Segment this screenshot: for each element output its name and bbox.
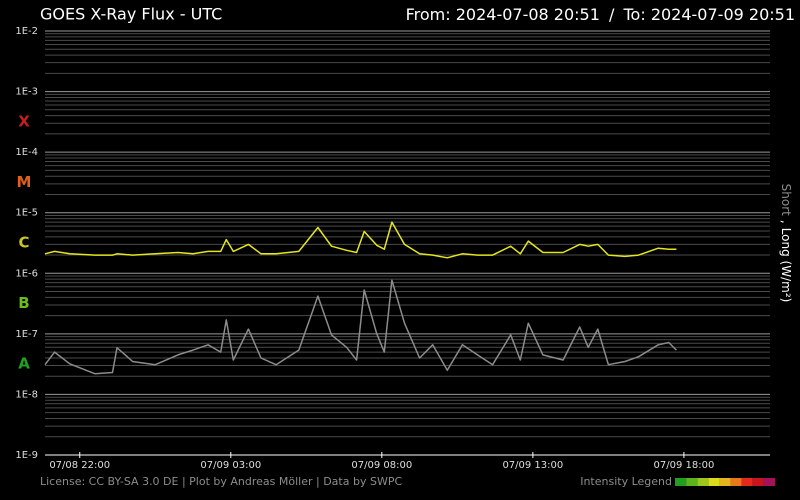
y-tick-label: 1E-3 <box>15 87 38 98</box>
intensity-swatch <box>763 478 775 486</box>
y-tick-label: 1E-7 <box>15 329 38 340</box>
x-tick-label: 07/09 13:00 <box>502 460 563 471</box>
intensity-legend-label: Intensity Legend <box>580 475 672 488</box>
to-label: To: <box>622 5 645 24</box>
intensity-swatch <box>675 478 687 486</box>
flare-class-label: C <box>18 234 29 252</box>
flare-class-label: X <box>18 112 30 130</box>
legend-separator: , <box>780 220 794 224</box>
range-separator: / <box>609 5 615 24</box>
flare-class-label: A <box>18 355 30 373</box>
y-tick-label: 1E-8 <box>15 389 38 400</box>
intensity-swatch <box>686 478 698 486</box>
y-tick-label: 1E-5 <box>15 208 38 219</box>
intensity-swatch <box>708 478 720 486</box>
chart-title: GOES X-Ray Flux - UTC <box>40 5 222 24</box>
time-range: From: 2024-07-08 20:51 / To: 2024-07-09 … <box>406 5 795 24</box>
flare-class-label: M <box>17 173 32 191</box>
x-tick-label: 07/09 18:00 <box>653 460 714 471</box>
from-time: 2024-07-08 20:51 <box>456 5 600 24</box>
x-tick-label: 07/08 22:00 <box>49 460 110 471</box>
y-tick-label: 1E-2 <box>15 26 38 37</box>
y-tick-label: 1E-9 <box>15 450 38 461</box>
footer: License: CC BY-SA 3.0 DE | Plot by Andre… <box>40 475 402 488</box>
legend-long: Long (W/m²) <box>780 228 794 303</box>
series-line <box>44 279 677 375</box>
y-tick-label: 1E-6 <box>15 268 38 279</box>
x-tick-label: 07/09 03:00 <box>200 460 261 471</box>
from-label: From: <box>406 5 451 24</box>
legend-short: Short <box>780 184 794 216</box>
x-tick-label: 07/09 08:00 <box>351 460 412 471</box>
intensity-swatch <box>697 478 709 486</box>
y-tick-label: 1E-4 <box>15 147 38 158</box>
y-axis-legend: Short, Long (W/m²) <box>780 184 794 303</box>
intensity-swatch <box>752 478 764 486</box>
intensity-swatch <box>719 478 731 486</box>
intensity-swatch <box>730 478 742 486</box>
intensity-swatch <box>741 478 753 486</box>
series-line <box>44 221 677 259</box>
flare-class-label: B <box>18 294 29 312</box>
to-time: 2024-07-09 20:51 <box>651 5 795 24</box>
